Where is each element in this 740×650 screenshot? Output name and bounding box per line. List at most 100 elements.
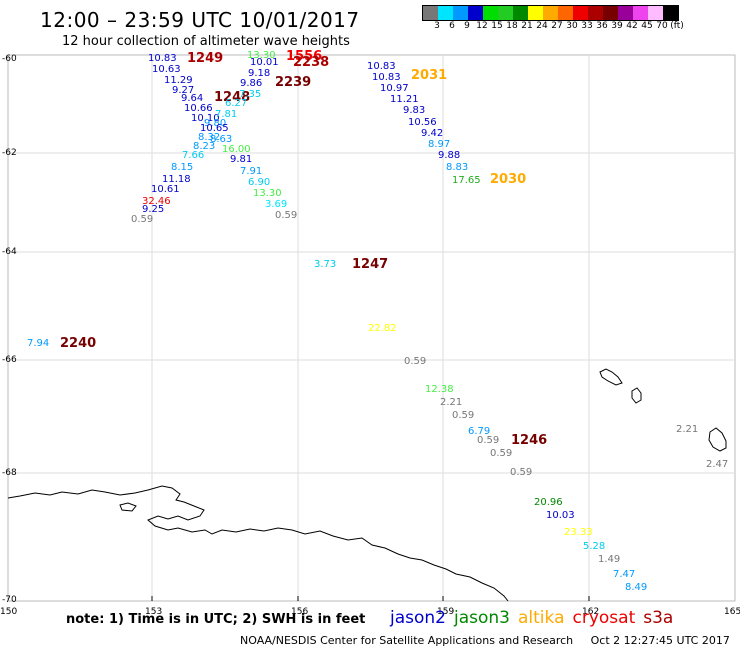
pass-time-label: 2240 [60,336,96,351]
legend-label-6: 21 [521,21,533,31]
generation-timestamp: Oct 2 12:27:45 UTC 2017 [590,634,730,647]
satellite-s3a: s3a [643,608,674,628]
wave-height-value: 9.86 [240,78,262,89]
lat-label-68: -68 [2,468,17,478]
lat-label-70: -70 [2,595,17,605]
wave-height-value: 17.65 [452,175,481,186]
lat-label-60: -60 [2,54,17,64]
island-east-3 [708,427,727,452]
wave-height-value: 9.64 [181,93,203,104]
wave-height-value: 9.18 [248,68,270,79]
wave-height-value: 0.59 [131,214,153,225]
satellite-altika: altika [518,608,565,628]
wave-height-value: 0.59 [510,467,532,478]
legend-swatch-3 [468,6,483,20]
legend-label-9: 30 [566,21,578,31]
island-east-1 [599,368,623,386]
wave-height-value: 9.42 [421,128,443,139]
lon-label-150: 150 [0,607,17,617]
legend-swatch-7 [528,6,543,20]
lon-label-165: 165 [724,607,740,617]
pass-time-label: 2238 [293,55,329,70]
pass-time-label: 2031 [411,68,447,83]
legend-label-13: 42 [626,21,638,31]
legend-swatch-0 [423,6,438,20]
legend-swatch-2 [453,6,468,20]
wave-height-observations: 10.8310.6311.299.279.6410.6610.109.8010.… [27,49,728,593]
lon-label-153: 153 [145,607,162,617]
wave-height-value: 10.83 [367,61,396,72]
wave-height-value: 8.83 [446,162,468,173]
wave-height-value: 2.21 [440,397,462,408]
wave-height-value: 7.47 [613,569,635,580]
map-title: 12:00 – 23:59 UTC 10/01/2017 [40,8,360,32]
legend-swatch-8 [543,6,558,20]
wave-height-value: 10.10 [191,113,220,124]
wave-height-value: 3.73 [314,259,336,270]
lat-label-66: -66 [2,355,17,365]
graticule: -60 -62 -64 -66 -68 -70 150 153 156 159 … [0,54,740,617]
legend-label-14: 45 [641,21,653,31]
legend-label-7: 24 [536,21,548,31]
legend-label-12: 39 [611,21,623,31]
wave-height-value: 1.49 [598,554,620,565]
wave-height-color-legend [422,5,679,21]
wave-height-value: 10.56 [408,117,437,128]
wave-height-value: 2.21 [676,424,698,435]
legend-label-4: 15 [491,21,503,31]
wave-height-value: 10.03 [546,510,575,521]
legend-label-8: 27 [551,21,563,31]
legend-swatch-9 [558,6,573,20]
legend-label-3: 12 [476,21,488,31]
wave-height-value: 7.66 [182,150,204,161]
pass-time-label: 2239 [275,75,311,90]
legend-swatch-15 [648,6,663,20]
legend-label-11: 36 [596,21,608,31]
wave-height-value: 6.27 [225,98,247,109]
legend-swatch-11 [588,6,603,20]
map-frame [7,54,736,602]
wave-height-value: 10.97 [380,83,409,94]
antarctic-coastline [7,485,509,602]
satellite-cryosat: cryosat [572,608,636,628]
legend-label-1: 6 [449,21,455,31]
island-east-2 [631,387,642,404]
wave-height-value: 0.59 [490,448,512,459]
legend-label-10: 33 [581,21,593,31]
satellite-jason2: jason2 [390,608,446,628]
wave-height-value: 0.59 [275,210,297,221]
credit-organization: NOAA/NESDIS Center for Satellite Applica… [240,634,574,647]
legend-swatch-14 [633,6,648,20]
wave-height-value: 8.49 [625,582,647,593]
wave-height-value: 6.90 [248,177,270,188]
map-subtitle: 12 hour collection of altimeter wave hei… [62,34,350,49]
lon-label-162: 162 [582,607,599,617]
satellite-legend: jason2 jason3 altika cryosat s3a [390,608,681,628]
wave-height-value: 10.83 [148,53,177,64]
pass-time-label: 1248 [214,90,250,105]
pass-time-label: 1246 [511,433,547,448]
footnote: note: 1) Time is in UTC; 2) SWH is in fe… [66,612,366,627]
wave-height-value: 0.59 [452,410,474,421]
wave-height-value: 9.27 [172,85,194,96]
legend-label-15: 70 [656,21,668,31]
wave-height-value: 10.65 [200,123,229,134]
wave-height-value: 13.30 [253,188,282,199]
wave-height-value: 7.81 [215,109,237,120]
wave-height-value: 22.82 [368,323,397,334]
pass-time-label: 1556 [286,49,322,64]
wave-height-value: 9.80 [204,118,226,129]
lon-label-159: 159 [437,607,454,617]
wave-height-value: 9.25 [142,204,164,215]
wave-height-value: 10.63 [152,64,181,75]
wave-height-value: 10.61 [151,184,180,195]
wave-height-value: 7.91 [240,166,262,177]
coastline [7,368,727,602]
wave-height-value: 2.47 [706,459,728,470]
wave-height-value: 11.21 [390,94,419,105]
wave-height-value: 23.33 [564,527,593,538]
pass-time-label: 1249 [187,51,223,66]
wave-height-value: 8.15 [171,162,193,173]
wave-height-value: 6.79 [468,426,490,437]
